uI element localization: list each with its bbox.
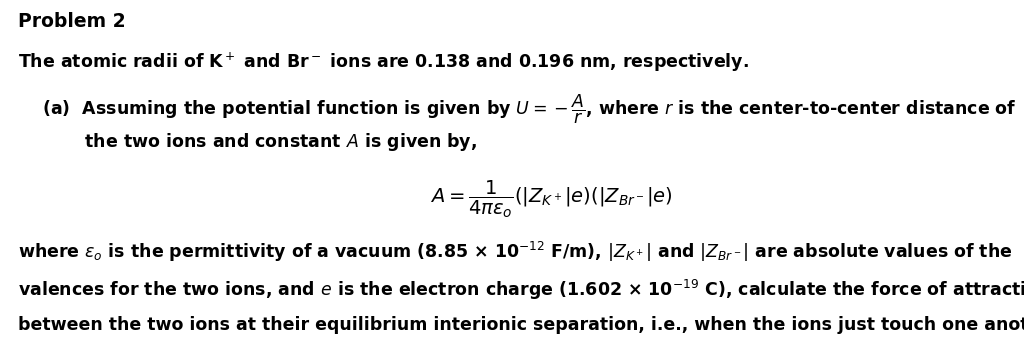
Text: Problem 2: Problem 2	[18, 12, 126, 31]
Text: the two ions and constant $A$ is given by,: the two ions and constant $A$ is given b…	[18, 131, 477, 153]
Text: (a)  Assuming the potential function is given by $U = -\dfrac{A}{r}$, where $r$ : (a) Assuming the potential function is g…	[18, 93, 1017, 126]
Text: The atomic radii of K$^+$ and Br$^-$ ions are 0.138 and 0.196 nm, respectively.: The atomic radii of K$^+$ and Br$^-$ ion…	[18, 51, 750, 74]
Text: between the two ions at their equilibrium interionic separation, i.e., when the : between the two ions at their equilibriu…	[18, 316, 1024, 334]
Text: where $\varepsilon_o$ is the permittivity of a vacuum (8.85 × 10$^{-12}$ F/m), $: where $\varepsilon_o$ is the permittivit…	[18, 240, 1013, 264]
Text: valences for the two ions, and $e$ is the electron charge (1.602 × 10$^{-19}$ C): valences for the two ions, and $e$ is th…	[18, 278, 1024, 302]
Text: $A = \dfrac{1}{4\pi\varepsilon_o}(|Z_{K^+}|e)(|Z_{Br^-}|e)$: $A = \dfrac{1}{4\pi\varepsilon_o}(|Z_{K^…	[430, 178, 673, 220]
